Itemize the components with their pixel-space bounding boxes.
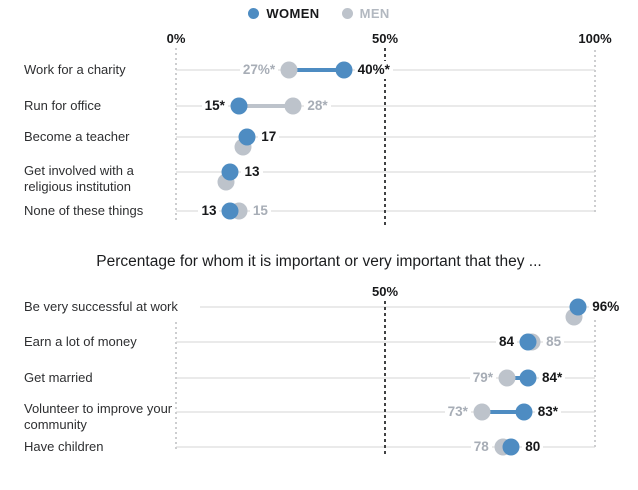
dot-men: [284, 97, 302, 115]
legend: WOMEN MEN: [0, 6, 638, 21]
dot-women: [569, 298, 587, 316]
value-label-women: 40%*: [354, 61, 393, 79]
dot-women: [221, 163, 239, 181]
value-label-men: 27%*: [239, 61, 279, 79]
value-label-women: 15*: [201, 97, 228, 115]
value-label-women: 17: [258, 128, 280, 146]
dot-women: [519, 333, 537, 351]
connector-line: [238, 104, 294, 108]
value-label-men: 15: [249, 202, 271, 220]
men-dot-icon: [341, 8, 353, 19]
axis-tick: 50%: [369, 284, 401, 299]
connector-line: [507, 376, 528, 380]
category-label: None of these things: [24, 203, 144, 218]
legend-item-women: WOMEN: [248, 6, 319, 21]
value-label-women: 13: [241, 163, 263, 181]
dot-women: [519, 369, 537, 387]
value-label-women: 83*: [534, 403, 562, 421]
dot-women: [335, 61, 353, 79]
category-label: Get married: [24, 370, 93, 385]
value-label-men: 79*: [469, 369, 497, 387]
gridline-dotted: [594, 320, 596, 448]
category-label: Work for a charity: [24, 62, 126, 77]
dot-women: [221, 202, 239, 220]
value-label-men: 85: [543, 333, 565, 351]
gridline-dotted: [175, 48, 177, 222]
category-label: Become a teacher: [24, 129, 130, 144]
axis-tick: 0%: [164, 31, 188, 46]
value-label-men: 73*: [444, 403, 471, 421]
value-label-men: 78: [470, 438, 492, 456]
category-label: Volunteer to improve your community: [24, 401, 173, 432]
dot-men: [498, 369, 516, 387]
value-label-women: 84*: [538, 369, 566, 387]
value-label-men: 28*: [304, 97, 331, 115]
connector-line: [481, 410, 524, 414]
value-label-women: 84: [495, 333, 517, 351]
dot-men: [280, 61, 298, 79]
legend-label-men: MEN: [359, 6, 390, 21]
value-label-women: 96%: [589, 298, 623, 316]
value-label-women: 80: [522, 438, 544, 456]
row-track: [200, 306, 595, 308]
gridline-dotted: [175, 322, 177, 450]
dot-women: [515, 403, 533, 421]
category-label: Get involved with a religious institutio…: [24, 163, 134, 194]
gridline-50pct: [384, 48, 386, 225]
category-label: Earn a lot of money: [24, 334, 137, 349]
section-title: Percentage for whom it is important or v…: [96, 253, 542, 270]
legend-item-men: MEN: [341, 6, 390, 21]
dot-women: [230, 97, 248, 115]
value-label-women: 13: [198, 202, 220, 220]
gridline-50pct: [384, 301, 386, 455]
dot-men: [473, 403, 491, 421]
axis-tick: 50%: [369, 31, 401, 46]
category-label: Have children: [24, 439, 104, 454]
category-label: Be very successful at work: [24, 299, 178, 314]
category-label: Run for office: [24, 98, 102, 113]
legend-label-women: WOMEN: [266, 6, 320, 21]
connector-line: [289, 68, 344, 72]
women-dot-icon: [248, 8, 260, 19]
gridline-dotted: [594, 50, 596, 212]
dot-women: [238, 128, 256, 146]
dot-women: [502, 438, 520, 456]
axis-tick: 100%: [576, 31, 614, 46]
